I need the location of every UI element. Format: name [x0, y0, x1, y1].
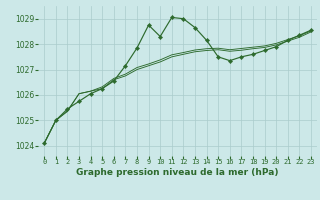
X-axis label: Graphe pression niveau de la mer (hPa): Graphe pression niveau de la mer (hPa)	[76, 168, 279, 177]
